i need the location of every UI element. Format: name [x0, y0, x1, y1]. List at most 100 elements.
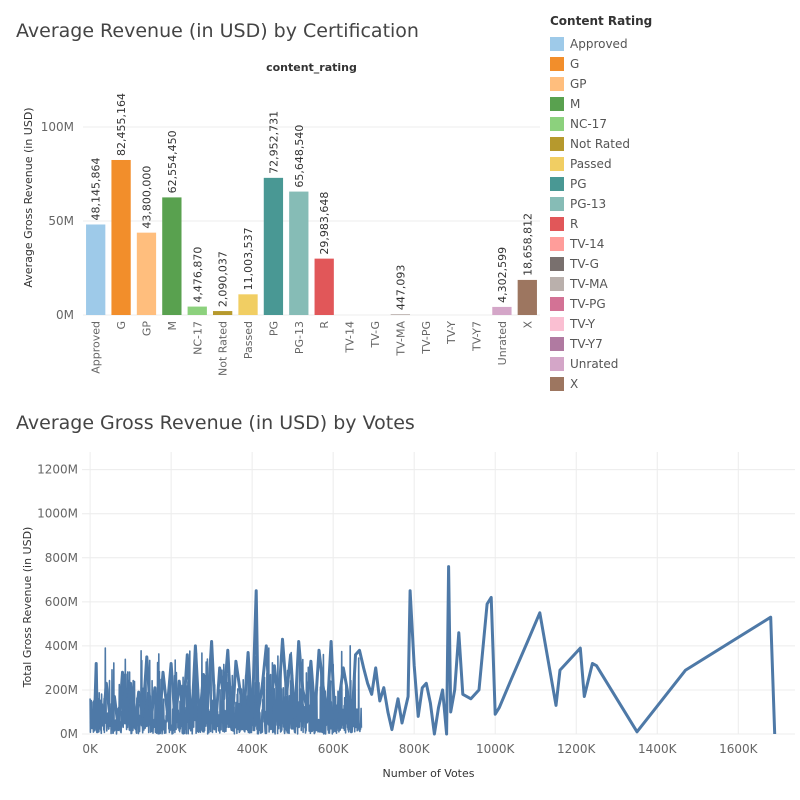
bar-pg: [263, 177, 284, 315]
legend-swatch: [550, 57, 564, 71]
data-label: 11,003,537: [242, 227, 255, 290]
data-label: 18,658,812: [521, 213, 534, 276]
x-axis-label: Number of Votes: [383, 767, 475, 780]
bar-m: [162, 197, 182, 315]
revenue-line: [90, 565, 777, 736]
legend-swatch: [550, 217, 564, 231]
legend-item: GP: [550, 74, 790, 94]
legend-swatch: [550, 257, 564, 271]
x-tick-label: NC-17: [191, 321, 204, 355]
y-tick-label: 1200M: [37, 463, 78, 477]
legend-label: X: [570, 377, 579, 391]
legend-label: PG-13: [570, 197, 607, 211]
bar-approved: [86, 224, 106, 315]
y-tick-label: 800M: [45, 551, 78, 565]
y-tick-label: 200M: [45, 683, 78, 697]
legend-swatch: [550, 97, 564, 111]
legend-swatch: [550, 337, 564, 351]
legend-label: PG: [570, 177, 587, 191]
bar-passed: [238, 294, 258, 315]
y-tick-label: 600M: [45, 595, 78, 609]
legend-item: Not Rated: [550, 134, 790, 154]
chart2-title: Average Gross Revenue (in USD) by Votes: [16, 412, 415, 434]
x-tick-label: TV-Y: [445, 321, 458, 345]
data-label: 447,093: [394, 265, 407, 311]
x-tick-label: 1400K: [638, 742, 678, 756]
x-tick-label: Passed: [242, 321, 255, 359]
legend-label: TV-MA: [570, 277, 608, 291]
data-label: 29,983,648: [318, 192, 331, 255]
x-tick-label: 1600K: [719, 742, 759, 756]
y-tick-label: 1000M: [37, 507, 78, 521]
x-tick-label: 1000K: [476, 742, 516, 756]
legend-item: M: [550, 94, 790, 114]
chart1-subtitle: content_rating: [266, 61, 357, 74]
legend-item: TV-G: [550, 254, 790, 274]
legend-item: Unrated: [550, 354, 790, 374]
x-tick-label: TV-G: [369, 321, 382, 349]
legend-label: Passed: [570, 157, 612, 171]
data-label: 4,302,599: [496, 247, 509, 303]
legend-label: TV-G: [570, 257, 599, 271]
data-label: 2,090,037: [217, 251, 230, 307]
legend-swatch: [550, 357, 564, 371]
legend-label: Unrated: [570, 357, 619, 371]
x-tick-label: 1200K: [557, 742, 597, 756]
x-tick-label: 400K: [237, 742, 269, 756]
data-label: 72,952,731: [267, 111, 280, 174]
chart1-title: Average Revenue (in USD) by Certificatio…: [16, 20, 419, 42]
legend-swatch: [550, 377, 564, 391]
legend-swatch: [550, 137, 564, 151]
legend-swatch: [550, 157, 564, 171]
bar-x: [517, 279, 537, 315]
x-tick-label: TV-MA: [394, 321, 407, 357]
bar-pg-13: [289, 191, 309, 315]
bar-tv-ma: [390, 314, 411, 315]
bar-not-rated: [212, 311, 233, 315]
legend-label: Approved: [570, 37, 628, 51]
x-tick-label: Unrated: [496, 321, 509, 365]
x-tick-label: M: [166, 321, 179, 331]
x-tick-label: Approved: [90, 321, 103, 374]
dense-line-region: [89, 645, 363, 735]
legend-swatch: [550, 117, 564, 131]
legend: Content Rating Approved G GP M NC-17 Not Rate…: [550, 14, 790, 394]
legend-label: TV-Y: [570, 317, 596, 331]
data-label: 62,554,450: [166, 130, 179, 193]
legend-item: Passed: [550, 154, 790, 174]
legend-item: R: [550, 214, 790, 234]
data-label: 48,145,864: [90, 158, 103, 221]
data-label: 43,800,000: [140, 166, 153, 229]
x-tick-label: Not Rated: [217, 321, 230, 376]
x-tick-label: 0K: [82, 742, 99, 756]
y-tick-label: 0M: [56, 308, 74, 322]
legend-swatch: [550, 277, 564, 291]
legend-item: TV-PG: [550, 294, 790, 314]
data-label: 82,455,164: [115, 93, 128, 156]
x-tick-label: TV-Y7: [471, 321, 484, 352]
legend-swatch: [550, 197, 564, 211]
legend-item: G: [550, 54, 790, 74]
y-tick-label: 0M: [60, 727, 78, 741]
legend-item: TV-Y: [550, 314, 790, 334]
x-tick-label: TV-PG: [420, 321, 433, 355]
x-tick-label: X: [521, 321, 534, 329]
legend-label: NC-17: [570, 117, 607, 131]
y-tick-label: 50M: [48, 214, 74, 228]
legend-item: X: [550, 374, 790, 394]
legend-swatch: [550, 237, 564, 251]
x-tick-label: 600K: [318, 742, 350, 756]
data-label: 65,648,540: [293, 125, 306, 188]
bar-r: [314, 258, 334, 315]
y-tick-label: 400M: [45, 639, 78, 653]
bar-gp: [136, 232, 157, 315]
legend-swatch: [550, 297, 564, 311]
x-tick-label: PG: [267, 321, 280, 336]
legend-title: Content Rating: [550, 14, 653, 28]
y-axis-label: Average Gross Revenue (in USD): [22, 107, 35, 287]
legend-item: TV-14: [550, 234, 790, 254]
bar-g: [111, 159, 131, 315]
data-label: 4,476,870: [191, 247, 204, 303]
x-tick-label: 800K: [399, 742, 431, 756]
